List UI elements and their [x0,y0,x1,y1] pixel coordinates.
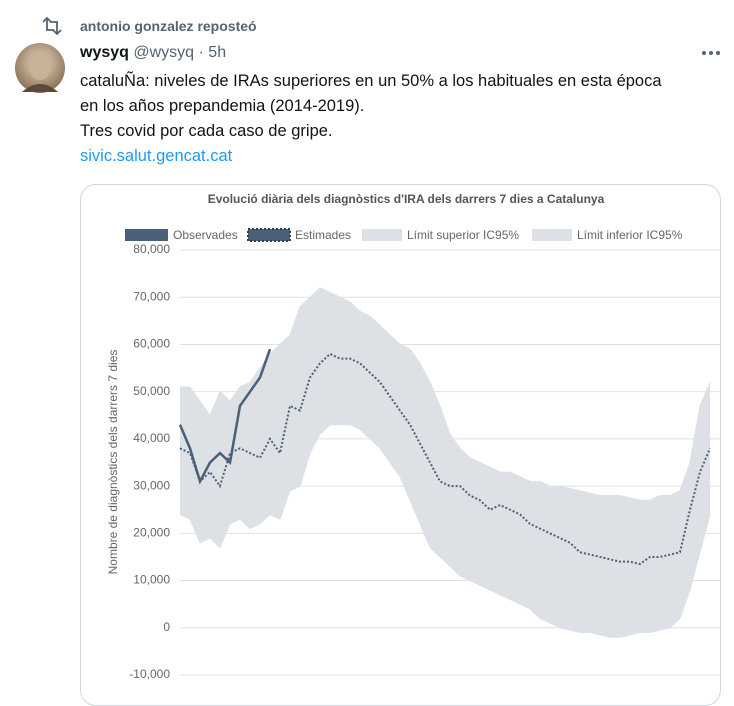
tweet-link[interactable]: sivic.salut.gencat.cat [80,147,233,165]
y-tick-label: 20,000 [133,526,170,540]
legend-label: Límit superior IC95% [407,228,519,242]
legend-swatch [532,229,572,241]
lower-bound-line [179,424,711,638]
y-tick-label: -10,000 [129,667,170,681]
y-tick-label: 0 [163,620,170,634]
y-tick-label: 30,000 [133,478,170,492]
y-tick-label: 40,000 [133,431,170,445]
author-name: wysyq [80,44,129,61]
y-tick-label: 60,000 [133,337,170,351]
tweet-text: cataluÑa: niveles de IRAs superiores en … [80,72,662,90]
confidence-band [180,287,710,638]
observed-line [178,348,272,485]
legend-label: Observades [173,228,238,242]
y-axis-label: Nombre de diagnòstics dels darrers 7 die… [106,350,120,575]
y-tick-label: 80,000 [133,242,170,256]
estimated-line [179,352,711,566]
more-icon[interactable] [700,48,722,58]
chart-title: Evolució diària dels diagnòstics d'IRA d… [208,192,605,206]
repost-label: antonio gonzalez reposteó [80,18,257,34]
legend-swatch [362,229,402,241]
tweet-time: 5h [208,44,227,61]
y-tick-label: 10,000 [133,573,170,587]
y-tick-label: 70,000 [133,289,170,303]
legend-swatch [247,228,291,242]
page: antonio gonzalez reposteó wysyq @wysyq ·… [14,16,722,706]
y-tick-label: 50,000 [133,384,170,398]
author-handle: @wysyq [133,44,195,61]
legend-label: Límit inferior IC95% [577,228,683,242]
legend-swatch [125,229,168,241]
tweet-text: en los años prepandemia (2014-2019). [80,97,365,115]
author[interactable]: wysyq @wysyq · 5h [80,44,227,61]
repost-icon [42,16,62,36]
chart: Evolució diària dels diagnòstics d'IRA d… [106,192,720,681]
tweet-text: Tres covid por cada caso de gripe. [80,122,333,140]
avatar[interactable] [14,42,66,94]
legend-label: Estimades [295,228,351,242]
